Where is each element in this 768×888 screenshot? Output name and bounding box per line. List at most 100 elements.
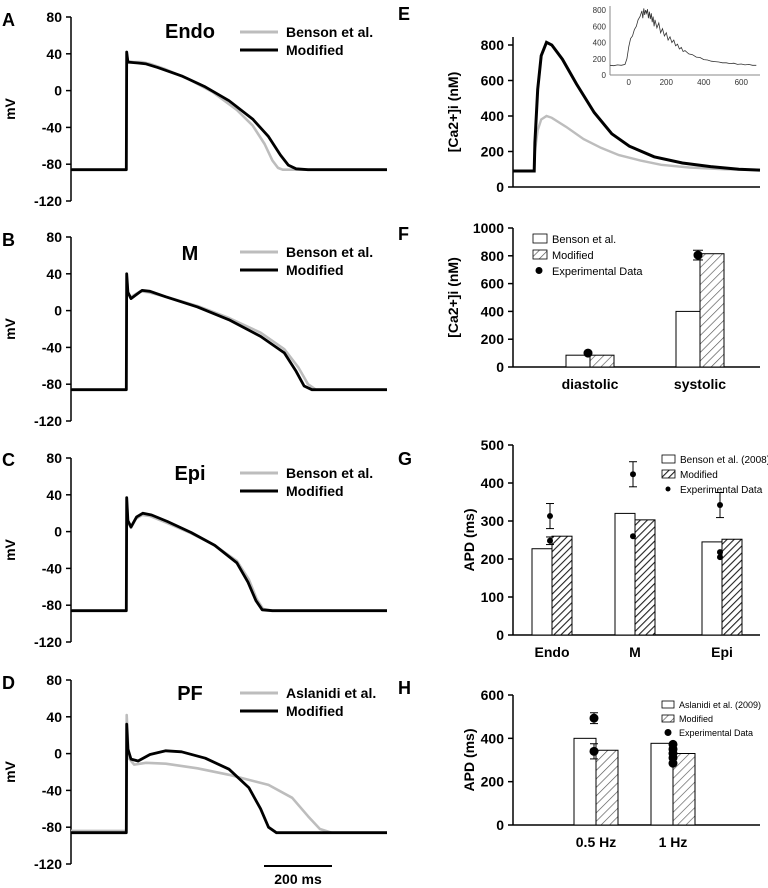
legend-label: Aslanidi et al. (2009) [679, 700, 761, 710]
panel-e: 800 600 400 200 0 [Ca2+]i (nM) 800 600 400 200 0 0 2… [445, 6, 761, 195]
inset-x-tick-label: 200 [660, 78, 674, 87]
panel-label-f: F [398, 224, 409, 244]
legend-swatch [532, 249, 548, 260]
y-tick-label: 0 [496, 817, 504, 833]
panel-title: PF [177, 683, 203, 705]
y-tick-label: -40 [42, 782, 62, 798]
series-line-modified [71, 50, 387, 172]
series-line-modified [513, 40, 761, 173]
y-tick-label: 400 [481, 108, 505, 124]
x-tick-label: M [629, 644, 641, 660]
inset-x-tick-label: 600 [735, 78, 749, 87]
legend-marker [665, 486, 671, 492]
series-line-modified [71, 496, 387, 613]
experimental-point [583, 348, 593, 358]
experimental-point [717, 549, 723, 556]
y-tick-label: -120 [34, 193, 62, 209]
series-line-reference [513, 114, 761, 173]
bar-modified [699, 253, 725, 368]
panel-d: 80 40 0 -40 -80 -120 mV PF Aslanidi et al. Modifi… [2, 672, 387, 872]
y-tick-label: -80 [42, 376, 62, 392]
legend-label: Experimental Data [552, 266, 643, 278]
experimental-point [630, 471, 636, 478]
y-axis-label: mV [2, 97, 18, 119]
experimental-point [589, 746, 599, 756]
panel-h: 600 400 200 0 APD (ms) 0.5 Hz 1 Hz Aslanidi et … [461, 687, 761, 850]
y-tick-label: 80 [46, 229, 62, 245]
y-axis-label: [Ca2+]i (nM) [445, 72, 461, 153]
panel-title: Endo [165, 21, 215, 43]
panel-label-a: A [2, 10, 15, 30]
series-line-reference [71, 713, 387, 834]
x-tick-label: Epi [711, 644, 733, 660]
y-tick-label: 300 [481, 513, 505, 529]
legend-marker [664, 729, 672, 736]
y-tick-label: 200 [481, 144, 505, 160]
y-tick-label: 40 [46, 46, 62, 62]
legend-label: Benson et al. (2008) [680, 455, 768, 466]
y-tick-label: 200 [481, 551, 505, 567]
x-tick-label: 1 Hz [659, 834, 688, 850]
y-tick-label: 80 [46, 9, 62, 25]
legend-label: Benson et al. [286, 24, 373, 40]
y-tick-label: 400 [481, 730, 505, 746]
y-tick-label: 40 [46, 487, 62, 503]
y-tick-label: 600 [481, 276, 505, 292]
experimental-point [547, 537, 553, 544]
y-tick-label: 400 [481, 303, 505, 319]
legend-label: Aslanidi et al. [286, 685, 376, 701]
panel-a: 80 40 0 -40 -80 -120 mV Endo Benson et al. Modifi… [2, 9, 387, 209]
panel-label-b: B [2, 230, 15, 250]
y-tick-label: 0 [496, 627, 504, 643]
bar-modified [721, 538, 743, 636]
y-tick-label: 0 [54, 83, 62, 99]
legend-label: Benson et al. [552, 234, 616, 246]
y-tick-label: 0 [54, 746, 62, 762]
panel-f: 1000 800 600 400 200 0 [Ca2+]i (nM) diastolic sy… [445, 220, 760, 392]
legend-label: Benson et al. [286, 244, 373, 260]
series-line-reference [71, 497, 387, 612]
y-tick-label: -80 [42, 156, 62, 172]
legend-swatch [661, 700, 675, 709]
y-tick-label: 80 [46, 672, 62, 688]
y-tick-label: 0 [496, 179, 504, 195]
legend-label: Modified [286, 262, 344, 278]
panel-title: M [182, 243, 199, 265]
panel-label-h: H [398, 678, 411, 698]
legend-label: Experimental Data [680, 485, 763, 496]
bar-reference [531, 548, 553, 636]
series-line-modified [71, 272, 387, 392]
legend-label: Modified [679, 714, 713, 724]
y-tick-label: -80 [42, 819, 62, 835]
x-tick-label: systolic [674, 376, 726, 392]
y-tick-label: 100 [481, 589, 505, 605]
bar-reference [675, 310, 701, 368]
legend-swatch [661, 454, 676, 464]
y-tick-label: 0 [54, 524, 62, 540]
y-tick-label: -120 [34, 856, 62, 872]
y-tick-label: -40 [42, 339, 62, 355]
y-axis-label: APD (ms) [461, 508, 477, 571]
panel-label-d: D [2, 673, 15, 693]
y-axis-label: APD (ms) [461, 728, 477, 791]
legend-swatch [661, 714, 675, 723]
y-tick-label: 0 [496, 359, 504, 375]
inset-y-tick-label: 200 [593, 55, 607, 64]
legend-label: Experimental Data [679, 728, 753, 738]
legend-label: Modified [286, 703, 344, 719]
inset-y-tick-label: 0 [602, 71, 607, 80]
series-line-modified [71, 722, 387, 835]
y-tick-label: 40 [46, 709, 62, 725]
y-tick-label: -120 [34, 634, 62, 650]
legend-label: Modified [286, 483, 344, 499]
y-tick-label: 200 [481, 774, 505, 790]
legend-marker [535, 267, 543, 274]
y-tick-label: -120 [34, 413, 62, 429]
legend-swatch [661, 469, 676, 479]
y-tick-label: 40 [46, 266, 62, 282]
y-tick-label: 1000 [473, 220, 504, 236]
experimental-point [668, 758, 678, 768]
y-tick-label: 800 [481, 37, 505, 53]
legend-label: Benson et al. [286, 465, 373, 481]
